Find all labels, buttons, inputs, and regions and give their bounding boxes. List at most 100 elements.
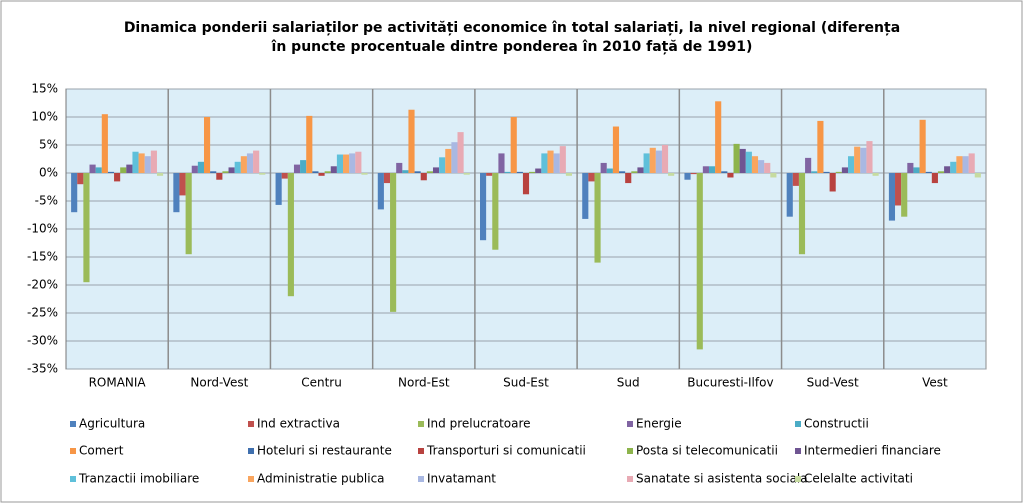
bar — [132, 151, 139, 173]
bar — [150, 150, 157, 173]
bar — [547, 150, 554, 173]
bar — [901, 173, 908, 217]
bar — [913, 167, 920, 173]
bar — [848, 156, 855, 173]
bar — [71, 173, 78, 213]
legend-label: Agricultura — [79, 417, 145, 431]
y-tick-label: -15% — [27, 250, 58, 264]
bar — [312, 171, 319, 173]
bar — [841, 167, 848, 173]
legend-label: Posta si telecomunicatii — [636, 444, 778, 458]
legend-marker — [627, 448, 633, 454]
bar — [390, 173, 397, 312]
bar — [625, 173, 632, 184]
chart-title: în puncte procentuale dintre ponderea în… — [271, 39, 753, 55]
bar — [854, 146, 861, 173]
bar — [553, 153, 560, 173]
legend-marker — [795, 448, 801, 454]
legend-label: Constructii — [804, 417, 869, 431]
legend-marker — [70, 448, 76, 454]
bar — [798, 173, 806, 255]
legend-label: Ind extractiva — [257, 417, 340, 431]
y-tick-label: 0% — [39, 166, 58, 180]
bar — [606, 168, 613, 173]
bar — [445, 148, 452, 173]
bar — [463, 173, 470, 175]
legend-label: Hoteluri si restaurante — [257, 444, 392, 458]
bar — [907, 162, 914, 173]
legend-label: Tranzactii imobiliare — [78, 472, 199, 486]
bar — [191, 165, 198, 173]
bar — [600, 162, 607, 173]
bar — [661, 145, 669, 173]
legend-label: Comert — [79, 444, 124, 458]
bar — [811, 171, 818, 173]
bar — [156, 173, 164, 176]
bar — [649, 147, 656, 173]
bar — [138, 153, 145, 173]
bar — [974, 173, 981, 178]
legend-marker — [248, 421, 254, 427]
bar — [343, 154, 350, 173]
bar — [733, 143, 740, 173]
y-tick-label: 5% — [39, 138, 58, 152]
x-tick-label: Bucuresti-Ilfov — [687, 376, 773, 390]
bar — [888, 173, 896, 221]
bar — [643, 153, 650, 173]
bar — [457, 132, 464, 173]
legend-marker — [418, 421, 424, 427]
bar — [216, 173, 223, 180]
bar — [637, 167, 644, 173]
bar — [77, 173, 84, 185]
bar — [228, 167, 235, 173]
y-tick-label: -30% — [27, 334, 58, 348]
legend-label: Sanatate si asistenta sociala — [636, 472, 808, 486]
bar — [120, 167, 127, 173]
legend-marker — [418, 448, 424, 454]
x-tick-label: Sud-Vest — [807, 376, 859, 390]
bar — [895, 173, 902, 206]
bar — [823, 171, 830, 173]
bar — [259, 173, 266, 175]
bar — [336, 154, 344, 173]
bar — [107, 171, 115, 173]
bar — [402, 170, 409, 173]
bar — [792, 173, 799, 186]
bar — [486, 173, 493, 176]
bar — [246, 153, 254, 173]
chart-title: Dinamica ponderii salariaților pe activi… — [124, 20, 900, 36]
bar — [619, 171, 626, 173]
bar — [937, 171, 945, 173]
bar — [293, 164, 301, 173]
bar — [529, 171, 536, 173]
bar — [439, 157, 446, 173]
bar — [451, 142, 458, 173]
bar — [690, 173, 697, 175]
bar — [408, 109, 415, 173]
bar — [944, 166, 951, 173]
bar — [300, 160, 307, 173]
bar — [764, 162, 771, 173]
bar — [234, 161, 241, 173]
legend-marker — [248, 476, 254, 482]
bar — [588, 173, 595, 182]
bar — [426, 171, 433, 173]
bar — [420, 173, 427, 181]
bar — [516, 171, 523, 173]
y-tick-label: -25% — [27, 306, 58, 320]
bar — [968, 153, 975, 173]
bar — [535, 168, 542, 173]
bar — [240, 156, 247, 173]
bar — [504, 171, 511, 173]
bar — [919, 119, 926, 173]
bar — [330, 166, 337, 173]
bar — [805, 157, 812, 173]
bar — [498, 153, 505, 173]
bar — [541, 153, 548, 173]
bar — [770, 173, 777, 178]
bar — [414, 171, 421, 173]
bar — [383, 173, 391, 184]
bar — [197, 161, 204, 173]
bar — [432, 167, 440, 173]
